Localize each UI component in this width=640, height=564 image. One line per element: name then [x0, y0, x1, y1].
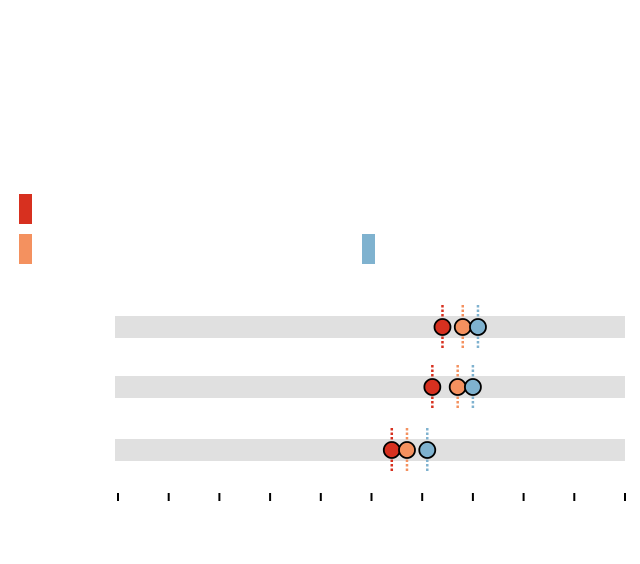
point-s2-r1 — [453, 318, 472, 336]
legend — [19, 194, 375, 264]
point-s2-r3 — [398, 441, 416, 459]
point-s3-r3 — [418, 441, 437, 459]
legend-swatch-1 — [19, 194, 32, 224]
point-s3-r1 — [469, 318, 487, 336]
legend-swatch-3 — [362, 234, 375, 264]
point-s3-r2 — [463, 378, 482, 396]
data-marks — [382, 305, 487, 472]
point-s2-r2 — [448, 378, 467, 396]
row-bands — [115, 316, 625, 461]
row-band-3 — [115, 439, 625, 461]
row-band-2 — [115, 376, 625, 398]
legend-swatch-2 — [19, 234, 32, 264]
x-axis — [117, 493, 626, 501]
point-s1-r2 — [423, 378, 442, 396]
point-s1-r3 — [382, 441, 401, 459]
point-s1-r1 — [433, 318, 452, 336]
row-band-1 — [115, 316, 625, 338]
